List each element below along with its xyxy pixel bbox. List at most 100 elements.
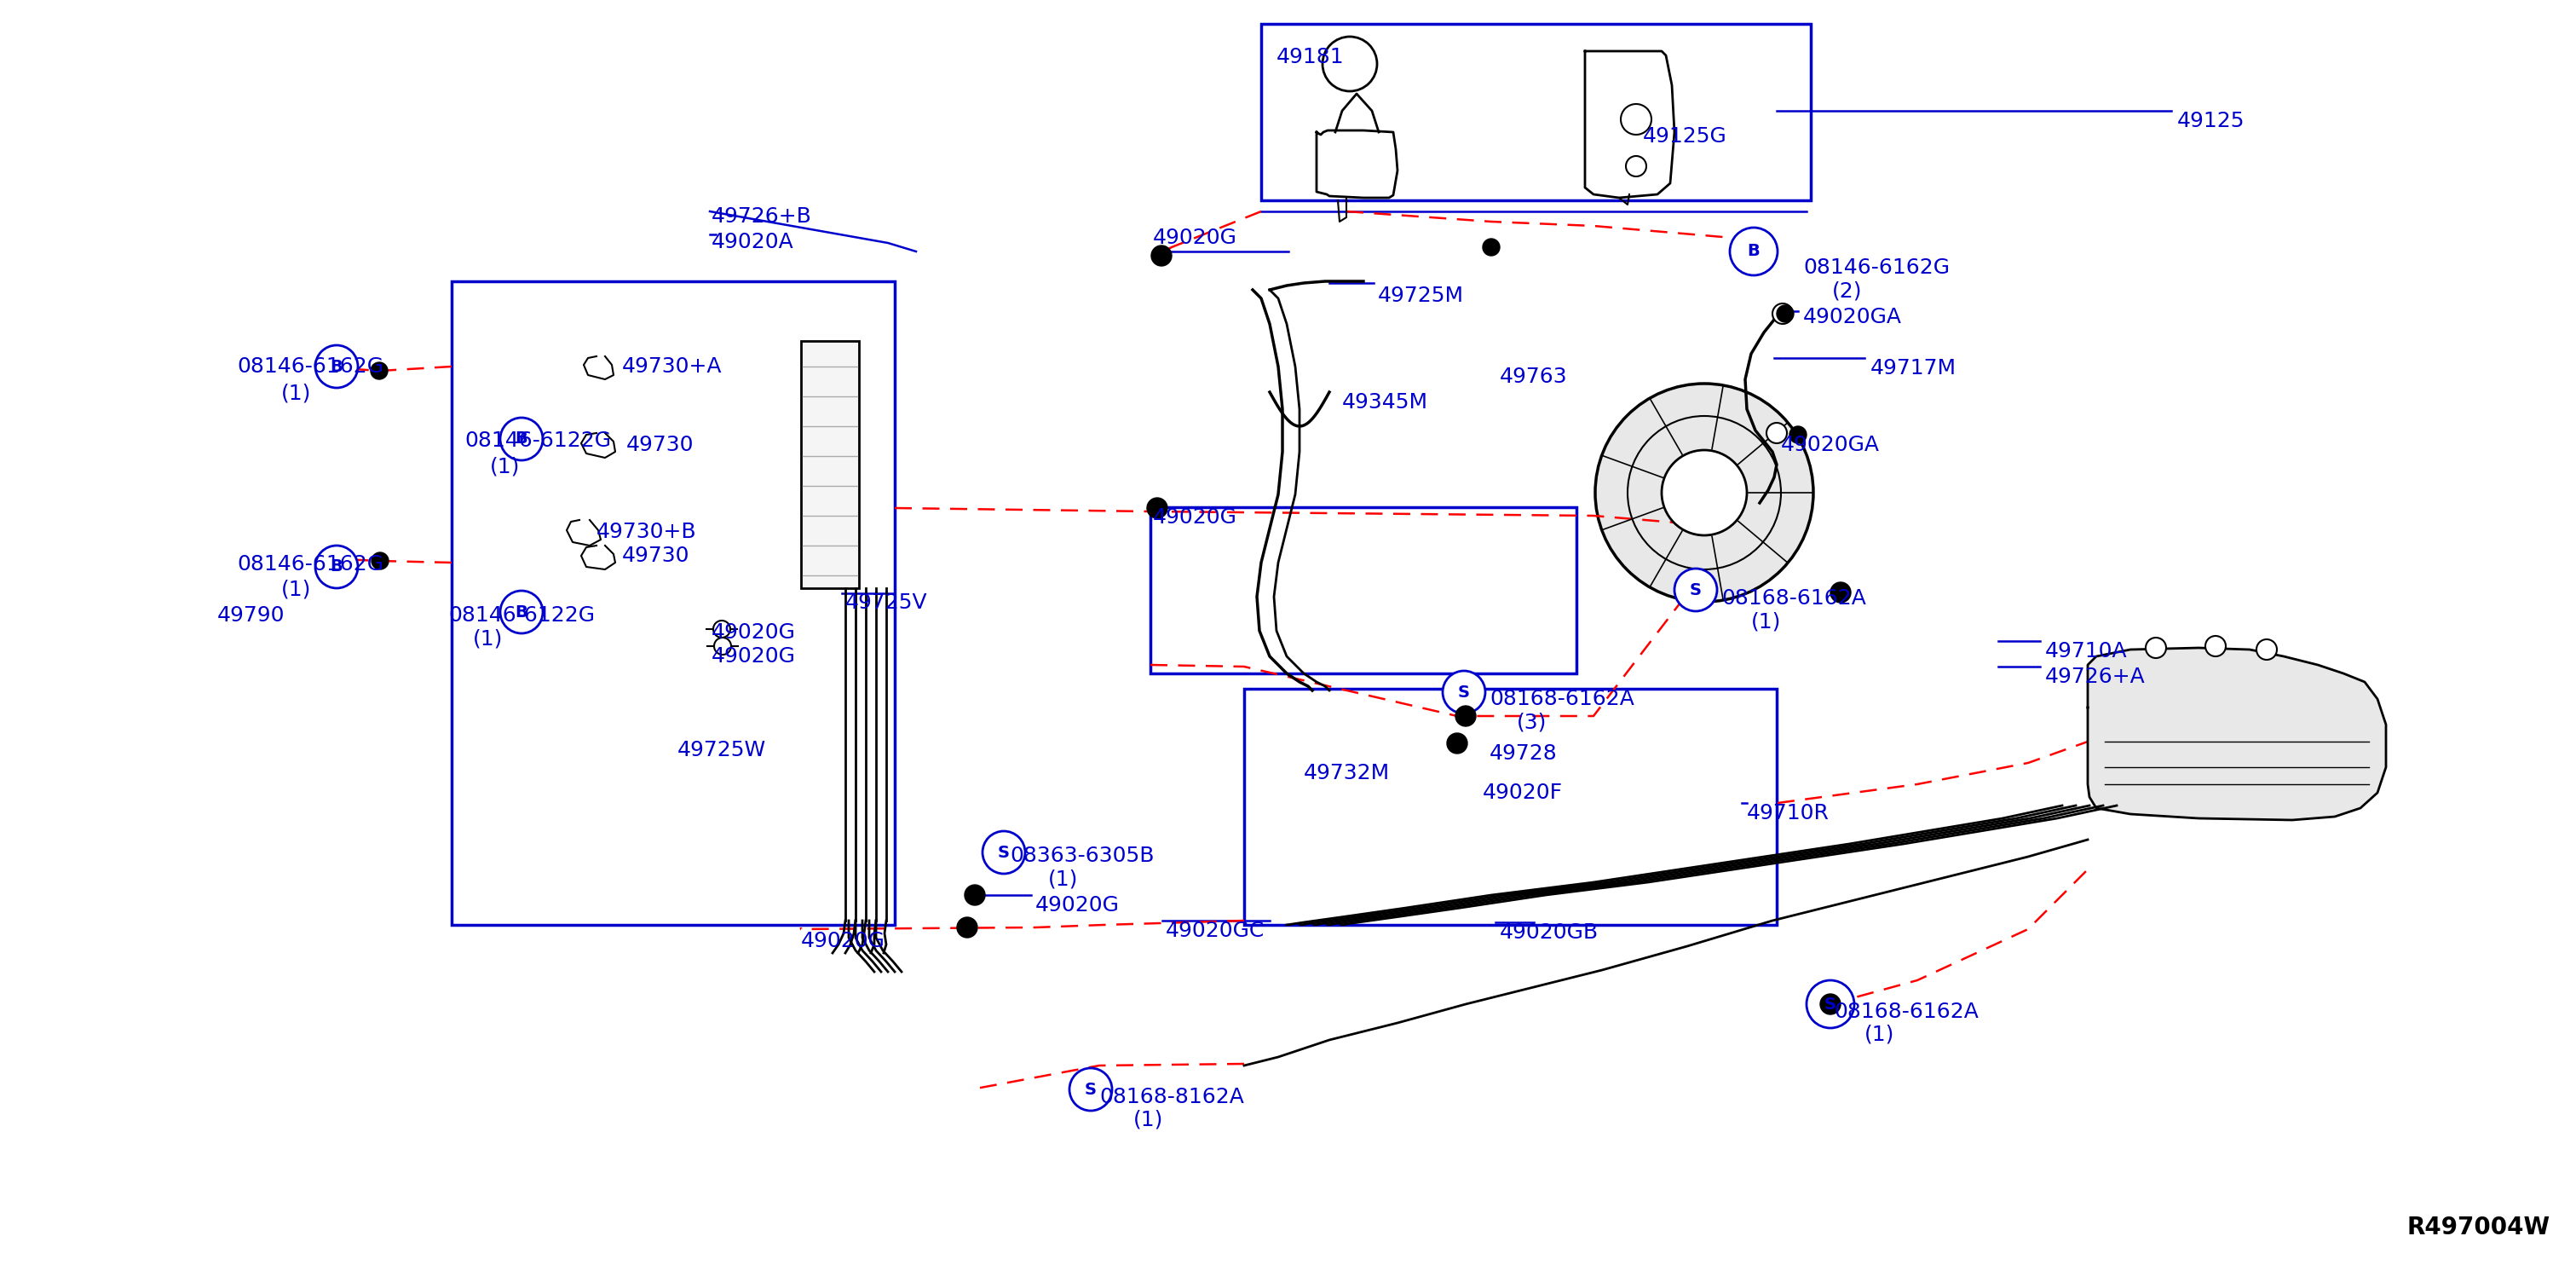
Circle shape [1790, 426, 1806, 443]
Circle shape [714, 621, 729, 638]
Text: 49020G: 49020G [711, 622, 796, 643]
Text: 49763: 49763 [1499, 367, 1569, 387]
Text: 49125: 49125 [2177, 111, 2244, 132]
Text: 08363-6305B: 08363-6305B [1010, 845, 1154, 867]
Text: 08168-8162A: 08168-8162A [1100, 1087, 1244, 1107]
Circle shape [2257, 639, 2277, 660]
Text: 49710A: 49710A [2045, 641, 2128, 662]
Text: 49020G: 49020G [801, 931, 886, 951]
Text: (1): (1) [1752, 612, 1780, 632]
Text: 08146-6162G: 08146-6162G [237, 554, 384, 574]
Text: 49020G: 49020G [1036, 896, 1121, 916]
Circle shape [314, 345, 358, 388]
Circle shape [1443, 670, 1486, 713]
Text: 49125G: 49125G [1643, 126, 1726, 147]
Polygon shape [2087, 648, 2385, 820]
Text: 49345M: 49345M [1342, 392, 1427, 412]
Text: 49020A: 49020A [711, 231, 793, 252]
Bar [1244, 688, 1777, 925]
Text: (1): (1) [281, 579, 312, 600]
Circle shape [1806, 980, 1855, 1028]
Text: 49725V: 49725V [845, 592, 927, 614]
Text: 49725W: 49725W [677, 740, 765, 760]
Circle shape [1777, 305, 1793, 323]
Text: 49726+B: 49726+B [711, 206, 811, 226]
Bar [451, 281, 894, 925]
Text: S: S [997, 844, 1010, 860]
Circle shape [371, 362, 389, 380]
Text: 08168-6162A: 08168-6162A [1489, 688, 1633, 710]
Text: 49710R: 49710R [1747, 803, 1829, 824]
Text: (1): (1) [1133, 1109, 1164, 1131]
Text: B: B [330, 559, 343, 576]
Text: 49020G: 49020G [1154, 228, 1236, 248]
Circle shape [1484, 239, 1499, 256]
Text: S: S [1690, 582, 1703, 598]
Circle shape [1832, 582, 1850, 602]
Circle shape [1595, 383, 1814, 602]
Circle shape [500, 417, 544, 460]
Circle shape [1151, 245, 1172, 266]
Circle shape [1146, 498, 1167, 519]
Text: 49730+B: 49730+B [598, 521, 696, 543]
Text: 49730: 49730 [626, 435, 693, 455]
Bar [1262, 24, 1811, 200]
Text: B: B [515, 603, 528, 620]
Text: S: S [1084, 1082, 1097, 1098]
Circle shape [981, 831, 1025, 874]
Circle shape [1321, 37, 1378, 91]
Text: R497004W: R497004W [2406, 1216, 2550, 1240]
Text: 49020GB: 49020GB [1499, 922, 1600, 942]
Circle shape [1069, 1068, 1113, 1111]
Circle shape [371, 553, 389, 569]
Text: 08168-6162A: 08168-6162A [1721, 588, 1865, 608]
Text: (2): (2) [1832, 281, 1862, 302]
Text: B: B [330, 358, 343, 374]
Text: (1): (1) [1865, 1025, 1893, 1045]
Text: 49730: 49730 [621, 545, 690, 565]
Text: 08168-6162A: 08168-6162A [1834, 1002, 1978, 1022]
Text: (1): (1) [474, 629, 502, 649]
Circle shape [2146, 638, 2166, 658]
Circle shape [1772, 304, 1793, 324]
Circle shape [314, 545, 358, 588]
Text: (1): (1) [281, 383, 312, 404]
Text: 49020G: 49020G [711, 646, 796, 667]
Circle shape [1455, 706, 1476, 726]
Text: (3): (3) [1517, 712, 1548, 734]
Text: 49732M: 49732M [1303, 763, 1391, 783]
Text: 49790: 49790 [216, 605, 286, 626]
Text: S: S [1824, 996, 1837, 1012]
Circle shape [1662, 450, 1747, 535]
Text: 49020F: 49020F [1484, 783, 1564, 803]
Circle shape [714, 638, 732, 655]
Text: 08146-6122G: 08146-6122G [464, 430, 611, 450]
Circle shape [1821, 994, 1842, 1015]
Bar [1151, 507, 1577, 673]
Text: 49020GC: 49020GC [1167, 921, 1265, 941]
Text: 49020G: 49020G [1154, 507, 1236, 528]
Text: 08146-6162G: 08146-6162G [237, 357, 384, 377]
Circle shape [2205, 636, 2226, 657]
Circle shape [1731, 228, 1777, 276]
Text: B: B [1747, 243, 1759, 259]
Text: 49726+A: 49726+A [2045, 667, 2146, 687]
Text: (1): (1) [1048, 869, 1079, 891]
Text: 49730+A: 49730+A [621, 357, 721, 377]
Text: S: S [1458, 684, 1471, 701]
Text: 08146-6162G: 08146-6162G [1803, 258, 1950, 278]
Text: 49181: 49181 [1278, 47, 1345, 67]
Text: 49020GA: 49020GA [1803, 307, 1901, 328]
Text: (1): (1) [489, 457, 520, 477]
Circle shape [500, 591, 544, 634]
Text: 49717M: 49717M [1870, 358, 1958, 378]
Text: 08146-6122G: 08146-6122G [448, 605, 595, 626]
Circle shape [1674, 568, 1718, 611]
Text: 49725M: 49725M [1378, 286, 1463, 306]
Circle shape [956, 917, 976, 937]
Circle shape [1767, 423, 1788, 443]
Text: B: B [515, 431, 528, 447]
Circle shape [1448, 734, 1468, 754]
Bar [801, 342, 858, 588]
Text: 49728: 49728 [1489, 744, 1558, 764]
